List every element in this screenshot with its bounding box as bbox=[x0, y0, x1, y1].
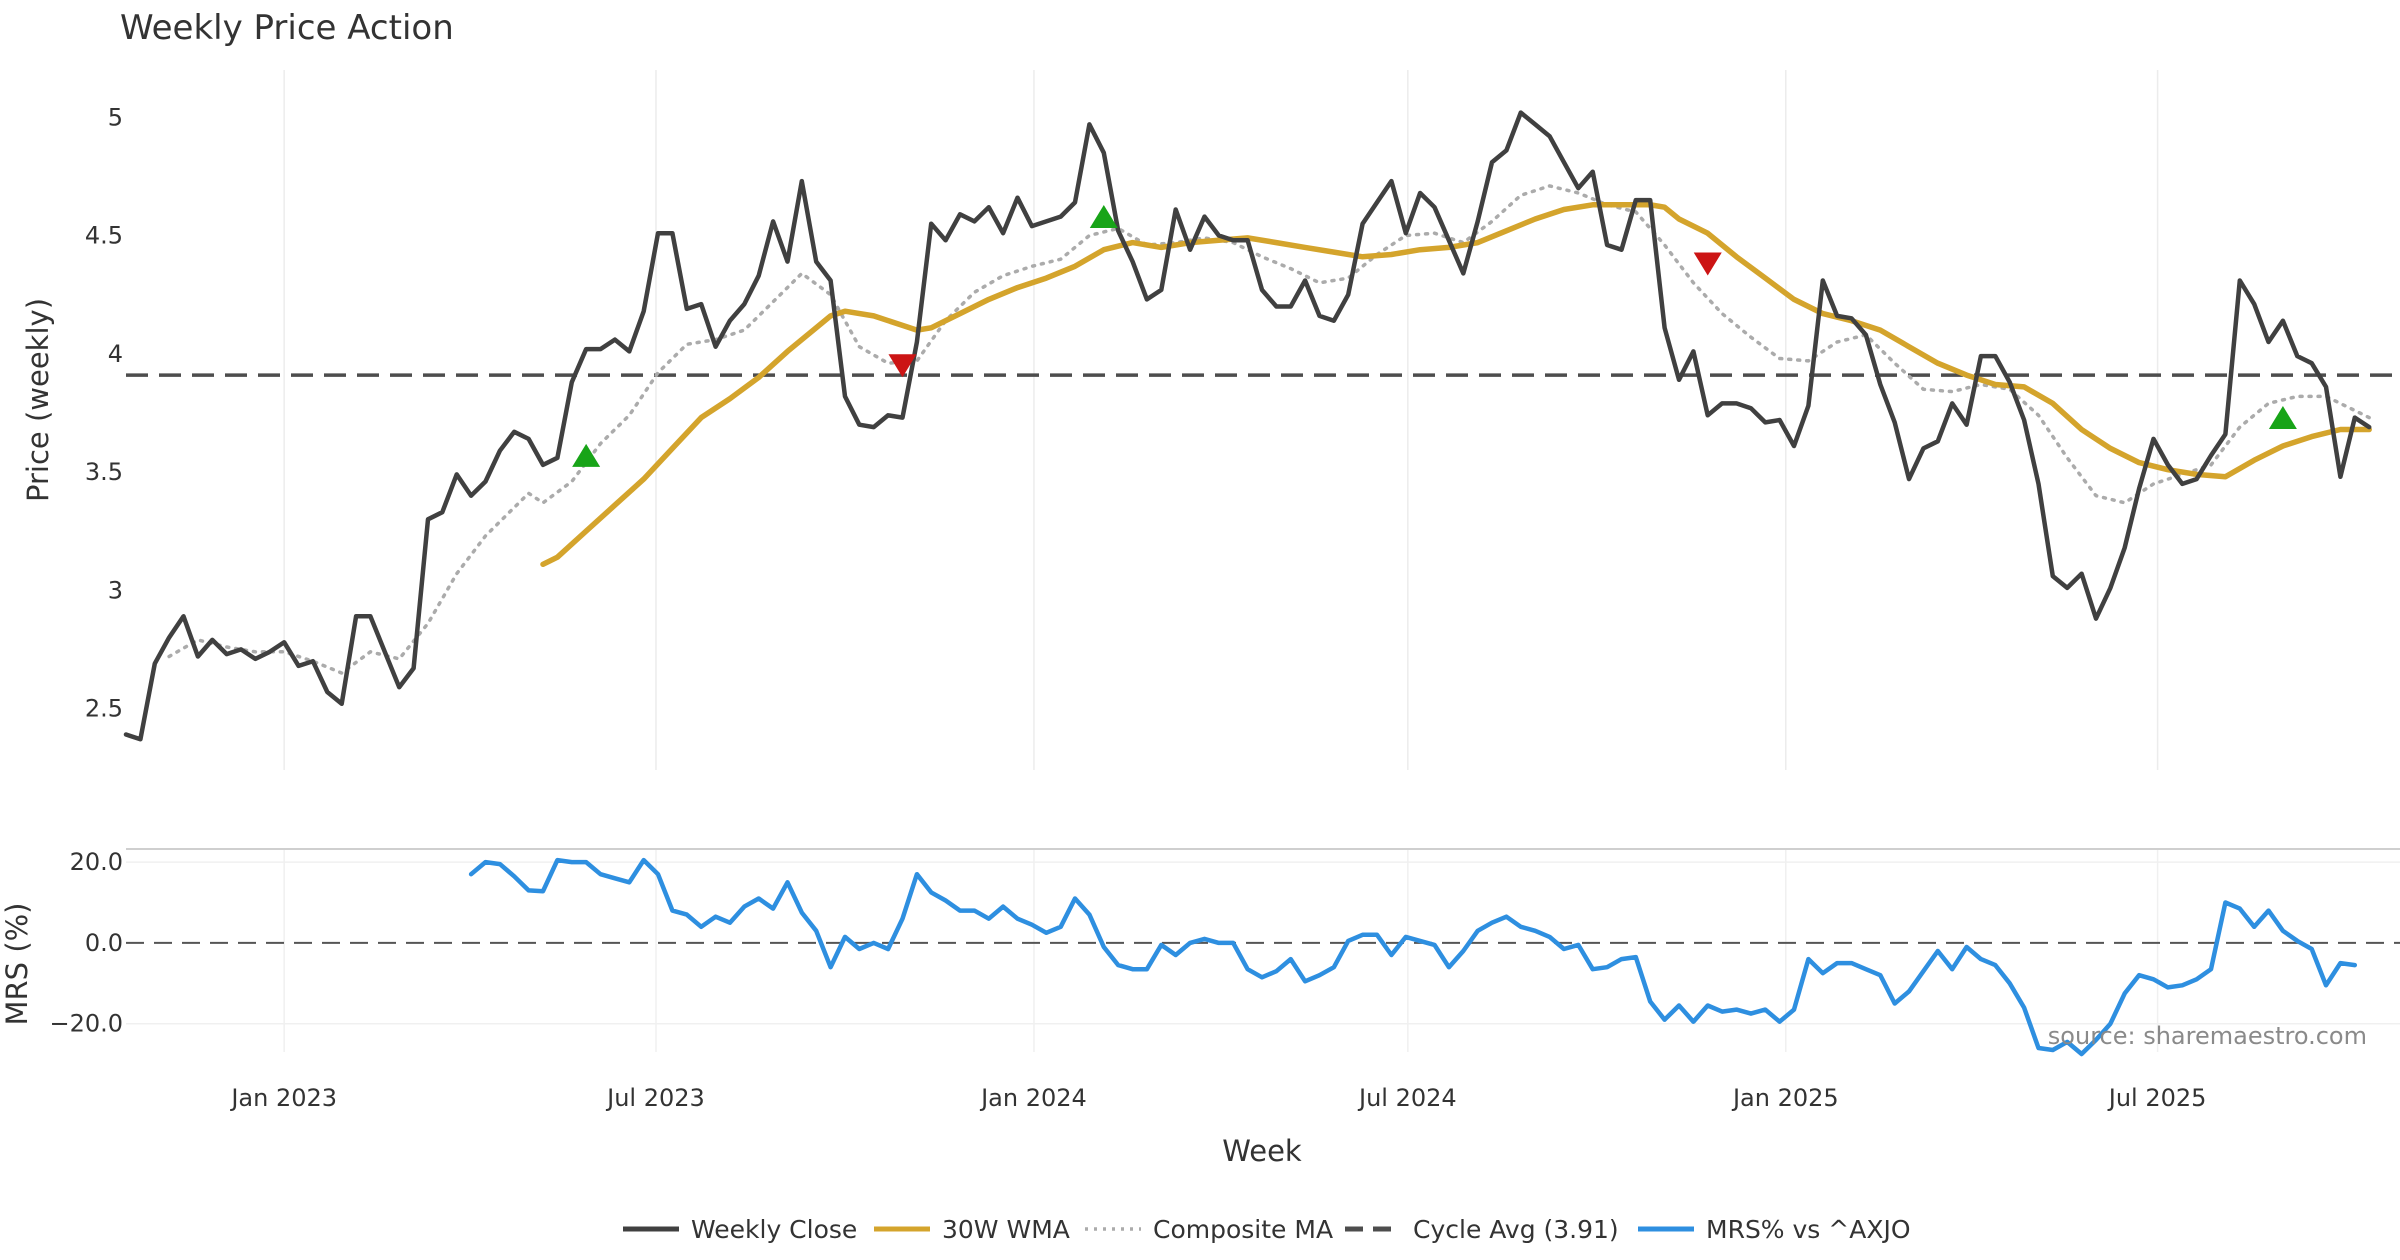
price-y-tick-label: 2.5 bbox=[85, 695, 123, 723]
x-tick-label: Jul 2025 bbox=[2107, 1084, 2207, 1112]
sell-signal-marker bbox=[1693, 252, 1722, 276]
mrs-y-tick-label: −20.0 bbox=[49, 1010, 123, 1038]
x-tick-label: Jan 2024 bbox=[979, 1084, 1087, 1112]
signal-layer bbox=[572, 204, 2297, 467]
legend-label: 30W WMA bbox=[942, 1215, 1070, 1244]
legend-label: Composite MA bbox=[1153, 1215, 1333, 1244]
mrs-y-axis-title: MRS (%) bbox=[0, 903, 34, 1026]
mrs-y-tick-label: 0.0 bbox=[85, 929, 123, 957]
mrs-line bbox=[468, 857, 2358, 1057]
legend-label: Cycle Avg (3.91) bbox=[1413, 1215, 1619, 1244]
source-note: source: sharemaestro.com bbox=[2048, 1022, 2367, 1050]
buy-signal-marker bbox=[1089, 204, 1118, 228]
x-tick-label: Jan 2025 bbox=[1731, 1084, 1839, 1112]
buy-signal-marker bbox=[572, 443, 601, 467]
grid-layer bbox=[126, 70, 2400, 1052]
sell-signal-marker bbox=[888, 354, 917, 378]
x-tick-label: Jan 2023 bbox=[229, 1084, 337, 1112]
price-y-tick-label: 5 bbox=[108, 103, 123, 131]
price-y-tick-label: 3 bbox=[108, 576, 123, 604]
legend-label: MRS% vs ^AXJO bbox=[1706, 1215, 1911, 1244]
reference-lines bbox=[126, 373, 2400, 944]
composite-ma-line bbox=[167, 184, 2371, 675]
tick-layer: Jan 2023 Jul 2023 Jan 2024 Jul 2024 Jan 2025… bbox=[49, 103, 2206, 1112]
weekly-close-line bbox=[123, 110, 2372, 742]
legend: Weekly Close 30W WMA Composite MA Cycle Avg… bbox=[623, 1215, 1911, 1244]
x-tick-label: Jul 2023 bbox=[605, 1084, 705, 1112]
x-tick-label: Jul 2024 bbox=[1357, 1084, 1457, 1112]
price-y-tick-label: 4 bbox=[108, 340, 123, 368]
mrs-y-tick-label: 20.0 bbox=[70, 848, 123, 876]
buy-signal-marker bbox=[2268, 406, 2297, 429]
price-y-axis-title: Price (weekly) bbox=[21, 298, 55, 502]
price-y-tick-label: 4.5 bbox=[85, 222, 123, 250]
series-layer bbox=[123, 110, 2372, 1057]
chart-title: Weekly Price Action bbox=[120, 8, 454, 48]
legend-label: Weekly Close bbox=[691, 1215, 857, 1244]
price-y-tick-label: 3.5 bbox=[85, 458, 123, 486]
x-axis-title: Week bbox=[1222, 1134, 1302, 1168]
